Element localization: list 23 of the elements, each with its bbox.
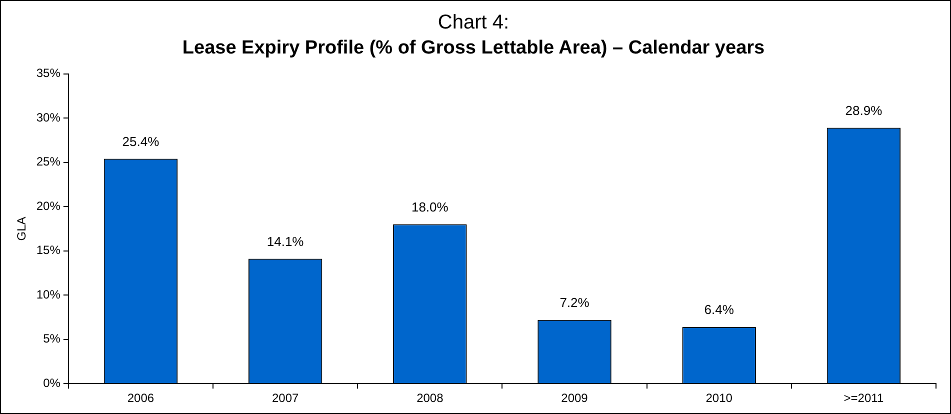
y-tick-label: 15%: [36, 243, 61, 258]
y-tick-label: 35%: [36, 66, 61, 80]
data-label: 28.9%: [845, 102, 883, 118]
x-tick-label: >=2011: [844, 391, 884, 406]
data-label: 18.0%: [411, 199, 449, 214]
data-label: 7.2%: [560, 294, 590, 310]
x-tick-label: 2010: [706, 391, 733, 406]
y-axis-title: GLA: [14, 216, 29, 241]
data-label: 25.4%: [122, 134, 160, 149]
y-tick-label: 5%: [43, 332, 61, 346]
y-tick-label: 0%: [43, 376, 61, 390]
x-tick-label: 2006: [127, 391, 154, 406]
y-tick-label: 10%: [36, 287, 61, 302]
chart-title: Chart 4:: [438, 12, 510, 34]
data-label: 14.1%: [266, 234, 304, 249]
x-tick-label: 2007: [272, 391, 299, 406]
y-tick-label: 25%: [36, 154, 61, 169]
y-tick-label: 20%: [36, 198, 61, 213]
data-label: 6.4%: [704, 302, 734, 318]
chart-subtitle: Lease Expiry Profile (% of Gross Lettable Area) – Calendar years: [182, 38, 765, 59]
x-tick-label: 2008: [416, 391, 444, 406]
x-tick-label: 2009: [561, 391, 588, 406]
y-tick-label: 30%: [36, 110, 61, 124]
